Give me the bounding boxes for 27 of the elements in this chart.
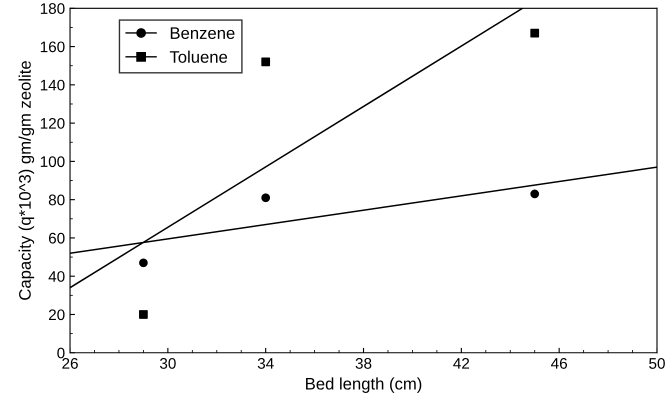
- x-tick-label: 26: [62, 358, 78, 369]
- x-tick-label: 30: [160, 358, 176, 369]
- y-tick-label: 20: [48, 309, 65, 320]
- point: [261, 193, 270, 202]
- x-tick-label: 34: [258, 358, 274, 369]
- x-tick-label: 42: [453, 358, 470, 369]
- y-tick-label: 140: [40, 80, 65, 91]
- legend-label: Benzene: [170, 27, 235, 39]
- x-tick-label: 38: [356, 358, 372, 369]
- point: [530, 28, 540, 38]
- y-axis-title: Capacity (q*10^3) gm/gm zeolite: [18, 61, 34, 300]
- legend-label: Toluene: [170, 50, 228, 63]
- point: [139, 310, 148, 319]
- y-tick-label: 80: [48, 194, 65, 206]
- x-tick-label: 46: [551, 358, 567, 369]
- x-axis-title: Bed length (cm): [306, 377, 422, 393]
- y-tick-label: 0: [57, 348, 65, 358]
- point: [261, 58, 270, 66]
- point: [530, 190, 540, 198]
- y-tick-label: 60: [48, 232, 65, 244]
- x-tick-label: 50: [649, 358, 665, 369]
- y-tick-label: 40: [48, 271, 65, 282]
- point: [139, 258, 148, 268]
- y-tick-label: 120: [40, 118, 65, 129]
- y-tick-label: 180: [40, 3, 65, 14]
- y-tick-label: 100: [40, 156, 65, 168]
- y-tick-label: 160: [40, 41, 65, 52]
